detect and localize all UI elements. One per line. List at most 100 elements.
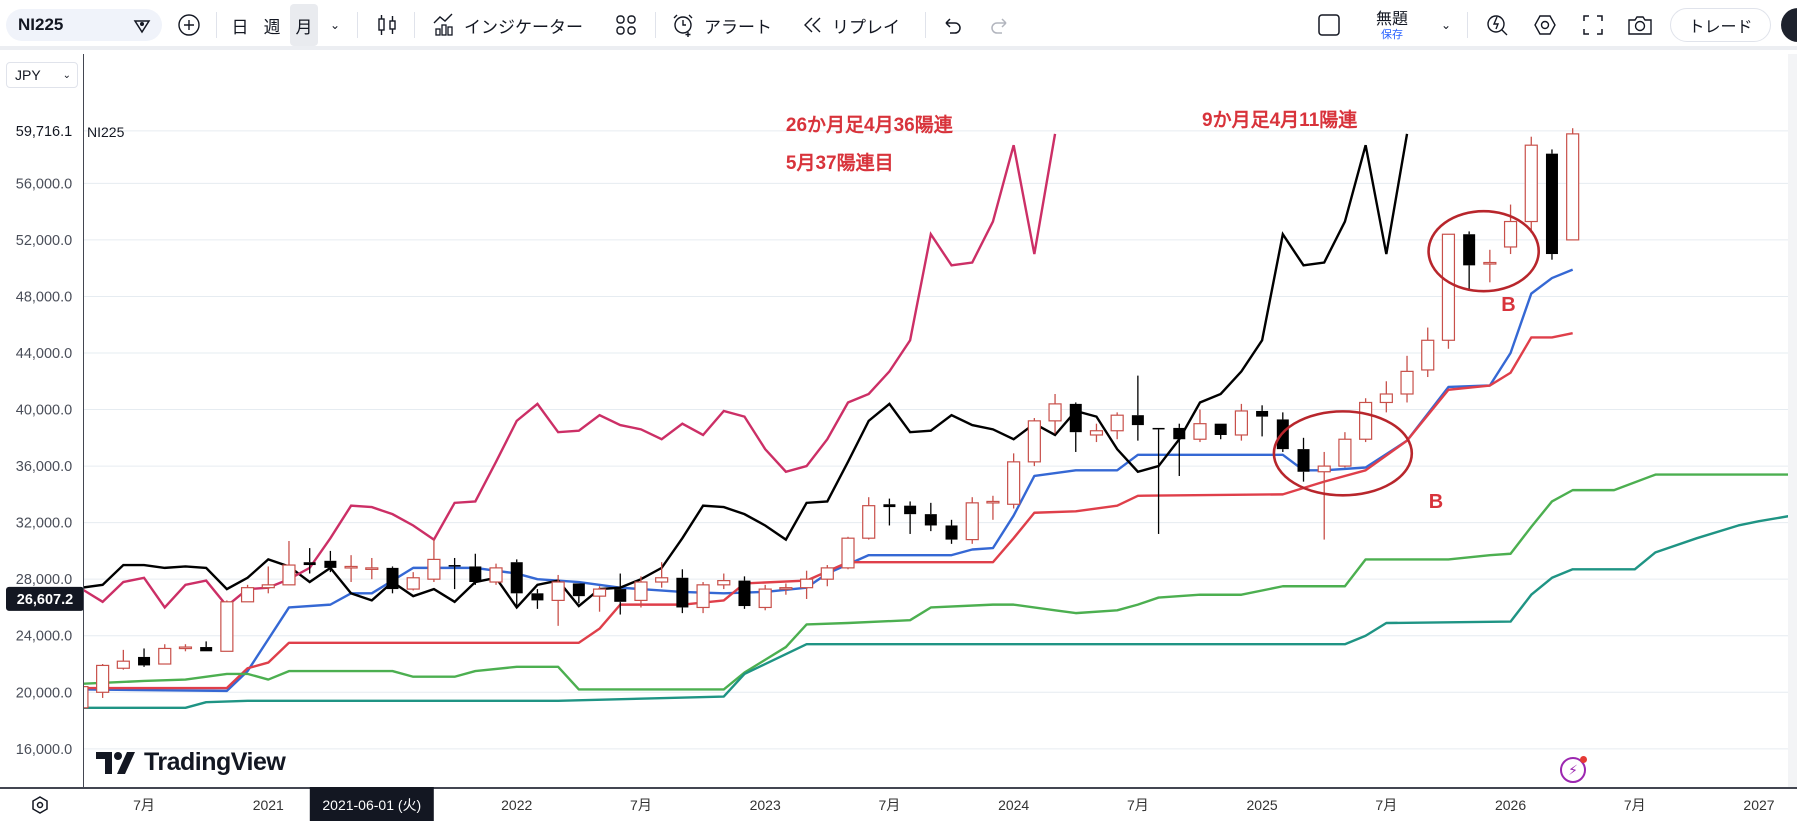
candle bbox=[634, 576, 648, 608]
candle-body-up bbox=[1483, 261, 1497, 265]
candle bbox=[1152, 427, 1165, 534]
indicators-button[interactable]: インジケーター bbox=[432, 9, 594, 41]
lightning-icon[interactable]: ⚡︎ bbox=[1560, 756, 1587, 783]
candle bbox=[1173, 423, 1186, 476]
alert-label: アラート bbox=[704, 17, 772, 37]
candle-body-up bbox=[592, 588, 607, 597]
candle-body-down bbox=[448, 565, 461, 567]
timeframe-month[interactable]: 月 bbox=[290, 4, 318, 46]
trade-button[interactable]: トレード bbox=[1670, 8, 1771, 42]
candle-body-up bbox=[799, 578, 814, 589]
candle-body-down bbox=[1069, 403, 1082, 433]
templates-button[interactable] bbox=[614, 9, 638, 41]
candle bbox=[84, 686, 89, 709]
alert-button[interactable]: アラート bbox=[670, 9, 782, 41]
time-axis[interactable] bbox=[0, 787, 1797, 823]
layout-button[interactable] bbox=[1316, 9, 1342, 41]
candle bbox=[138, 648, 151, 667]
right-scroll-strip[interactable] bbox=[1788, 54, 1797, 787]
candle bbox=[240, 584, 255, 603]
candle bbox=[1131, 375, 1144, 441]
time-tick-label: 7月 bbox=[133, 797, 155, 813]
candle-body-down bbox=[738, 580, 751, 607]
timeframe-day[interactable]: 日 bbox=[231, 17, 249, 37]
candle bbox=[1524, 136, 1538, 233]
annotation-text: 9か月足4月11陽連 bbox=[1202, 108, 1358, 131]
snapshot-button[interactable] bbox=[1626, 9, 1654, 41]
kijun-line bbox=[84, 332, 1573, 690]
candle bbox=[572, 583, 585, 604]
fullscreen-icon bbox=[1583, 15, 1603, 35]
grid-lines bbox=[84, 130, 1788, 750]
candle-body-down bbox=[1131, 415, 1144, 426]
candle bbox=[469, 553, 482, 585]
user-avatar[interactable] bbox=[1781, 8, 1797, 42]
undo-button[interactable] bbox=[940, 9, 964, 41]
redo-button[interactable] bbox=[988, 9, 1012, 41]
currency-select[interactable]: JPY ⌄ bbox=[6, 62, 78, 88]
series-layer bbox=[84, 133, 1788, 710]
candle-body-down bbox=[676, 577, 689, 608]
candle-body-down bbox=[469, 566, 482, 583]
replay-button[interactable]: リプレイ bbox=[802, 9, 912, 41]
candle bbox=[158, 644, 172, 665]
save-label: 保存 bbox=[1381, 28, 1403, 41]
crosshair-date-label: 2021-06-01 (火) bbox=[322, 797, 421, 813]
price-tick-label: 32,000.0 bbox=[16, 516, 72, 532]
candle-body-up bbox=[1048, 403, 1062, 422]
time-tick-label: 2023 bbox=[750, 797, 781, 813]
settings-button[interactable] bbox=[1532, 9, 1558, 41]
redo-icon bbox=[991, 18, 1007, 34]
tradingview-logo-icon bbox=[96, 751, 135, 774]
candle-body-down bbox=[200, 647, 213, 652]
candle bbox=[427, 539, 441, 583]
candle-body-up bbox=[158, 647, 172, 665]
candle bbox=[904, 501, 917, 534]
lagging-26-line bbox=[84, 133, 1057, 610]
save-layout-button[interactable]: 無題 保存 bbox=[1367, 6, 1417, 46]
candle bbox=[1463, 231, 1476, 291]
candle-body-down bbox=[1173, 427, 1186, 440]
crosshair-date-box bbox=[309, 787, 434, 821]
candle-body-down bbox=[303, 562, 316, 566]
axis-settings-icon[interactable] bbox=[30, 795, 50, 820]
candlestick-chart-type-button[interactable] bbox=[375, 9, 399, 41]
layout-chevron-down-icon[interactable]: ⌄ bbox=[1440, 18, 1452, 32]
candle-body-up bbox=[696, 584, 710, 609]
candle-body-up bbox=[1110, 414, 1124, 432]
candle bbox=[261, 566, 275, 594]
candle-body-up bbox=[965, 502, 979, 541]
candle bbox=[945, 519, 958, 544]
candle bbox=[1483, 249, 1497, 283]
chart-symbol-label: NI225 bbox=[87, 124, 125, 140]
candle-body-up bbox=[427, 558, 441, 580]
timeframe-week[interactable]: 週 bbox=[263, 17, 281, 37]
candle bbox=[1027, 418, 1041, 467]
candle bbox=[1069, 402, 1082, 452]
senkou-a-line bbox=[84, 473, 1788, 691]
add-symbol-button[interactable] bbox=[176, 9, 202, 41]
timeframe-chevron-down-icon[interactable]: ⌄ bbox=[329, 18, 341, 32]
crosshair-price-box bbox=[6, 586, 84, 611]
candle-body-up bbox=[1007, 461, 1021, 505]
symbol-search-button[interactable]: NI225 bbox=[6, 9, 162, 41]
time-tick-label: 2022 bbox=[501, 797, 532, 813]
indicators-icon bbox=[433, 13, 453, 36]
chevron-down-icon: ⌄ bbox=[62, 69, 71, 81]
candle bbox=[1256, 405, 1269, 437]
price-tick-label: 20,000.0 bbox=[16, 685, 72, 701]
price-tick-label: 48,000.0 bbox=[16, 289, 72, 305]
indicators-label: インジケーター bbox=[464, 17, 583, 37]
candle-body-down bbox=[1297, 449, 1310, 472]
tradingview-wordmark: TradingView bbox=[144, 748, 286, 776]
quick-search-button[interactable] bbox=[1485, 9, 1511, 41]
last-price-label: 59,716.1 bbox=[16, 124, 72, 140]
candle bbox=[738, 576, 751, 609]
annotation-marker-b: B bbox=[1501, 294, 1515, 316]
layout-name: 無題 bbox=[1375, 10, 1408, 28]
fullscreen-button[interactable] bbox=[1580, 9, 1606, 41]
price-axis[interactable] bbox=[0, 54, 84, 787]
price-axis-labels: 16,000.0 20,000.0 24,000.0 28,000.0 32,000.0… bbox=[6, 124, 84, 758]
candle-body-up bbox=[1503, 220, 1518, 248]
